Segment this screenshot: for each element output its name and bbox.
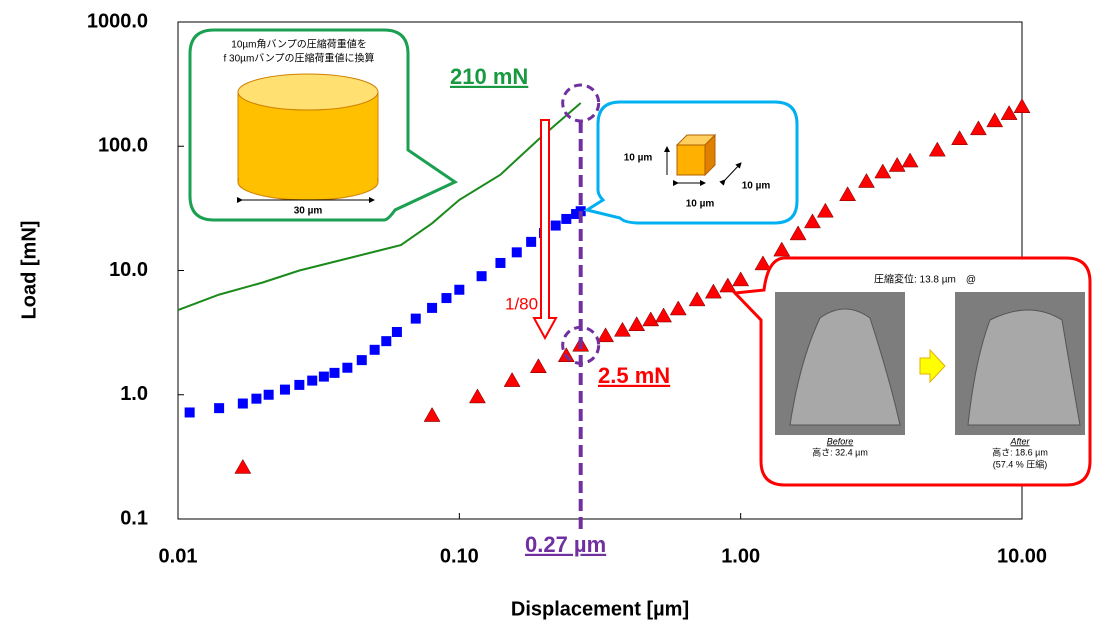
series-line (177, 102, 582, 312)
triangle-marker (839, 186, 857, 202)
x-tick-label: 0.10 (440, 545, 479, 567)
square-marker (369, 344, 380, 355)
triangle-marker (928, 141, 946, 157)
plot: 0.1 1.0 10.0 100.0 1000.0 0.01 0.10 1.00 10.00 (87, 10, 1047, 567)
square-marker (279, 384, 290, 395)
triangle-marker (888, 156, 906, 172)
square-marker (410, 313, 421, 324)
triangle-marker (655, 307, 672, 323)
y-axis-label: Load [mN] (18, 221, 40, 320)
triangle-marker (816, 202, 834, 218)
cube-size: 10 µm (624, 153, 653, 164)
square-marker (454, 284, 465, 295)
triangle-marker (529, 358, 547, 374)
after-label: After (1009, 436, 1030, 446)
triangle-marker (951, 130, 969, 145)
cube-size: 10 µm (742, 181, 771, 192)
bump-callout: 10µm角バンプの圧縮荷重値を f 30µmバンプの圧縮荷重値に換算 30 µm (188, 28, 459, 222)
triangle-marker (901, 152, 919, 168)
square-marker (550, 220, 561, 231)
square-marker (342, 362, 353, 373)
before-label: Before (827, 436, 854, 446)
triangle-marker (874, 163, 892, 179)
triangle-marker (773, 241, 791, 257)
after-ratio: (57.4 % 圧縮) (993, 458, 1048, 469)
triangle-marker (234, 458, 252, 474)
ratio-label: 1/80 (505, 294, 538, 313)
bump-note: 10µm角バンプの圧縮荷重値を (231, 38, 366, 51)
triangle-marker (669, 300, 687, 316)
square-marker (526, 236, 537, 247)
x-tick-label: 10.00 (997, 545, 1047, 567)
triangle-marker (597, 327, 615, 343)
after-height: 高さ: 18.6 µm (992, 446, 1048, 457)
highlight-circle (561, 83, 601, 123)
square-marker (356, 355, 367, 366)
photo-callout: 圧縮変位: 13.8 µm @ Before 高さ: 32.4 µm After… (731, 256, 1092, 487)
triangle-marker (503, 372, 521, 387)
green-value: 210 mN (450, 64, 528, 89)
square-marker (476, 271, 487, 282)
triangle-marker (704, 283, 722, 299)
square-marker (427, 302, 438, 313)
x-axis-label: Displacement [µm] (511, 598, 689, 620)
triangle-marker (688, 291, 706, 307)
triangle-marker (858, 173, 875, 188)
ratio-arrow: 1/80 (505, 119, 558, 341)
cube-callout: 10 µm 10 µm 10 µm (583, 100, 799, 225)
square-marker (237, 398, 248, 409)
triangle-marker (614, 321, 631, 337)
y-tick-label: 0.1 (120, 507, 148, 529)
red-value: 2.5 mN (598, 363, 670, 388)
x-value: 0.27 µm (525, 532, 606, 557)
triangle-marker (469, 388, 486, 404)
y-tick-label: 100.0 (98, 135, 148, 157)
triangle-marker (986, 112, 1004, 128)
triangle-marker (423, 407, 441, 422)
x-tick-label: 1.00 (721, 545, 760, 567)
triangle-marker (732, 271, 750, 287)
square-marker (184, 407, 195, 418)
cube-size: 10 µm (686, 199, 715, 210)
highlight-circle (561, 325, 601, 365)
square-marker (391, 326, 402, 337)
square-marker (329, 367, 340, 378)
y-tick-label: 10.0 (109, 259, 148, 281)
x-tick-label: 0.01 (159, 545, 198, 567)
square-marker (307, 375, 318, 386)
square-marker (263, 389, 274, 400)
square-marker (251, 393, 262, 404)
triangle-marker (628, 316, 646, 331)
triangle-marker (754, 255, 772, 271)
cylinder-width: 30 µm (294, 206, 323, 217)
triangle-marker (969, 120, 987, 136)
y-tick-label: 1.0 (120, 383, 148, 405)
before-height: 高さ: 32.4 µm (812, 446, 868, 457)
triangle-marker (1013, 98, 1031, 113)
triangle-marker (789, 225, 807, 241)
triangle-marker (1000, 105, 1018, 120)
square-marker (381, 336, 392, 347)
y-tick-label: 1000.0 (87, 10, 148, 32)
square-marker (214, 403, 225, 414)
triangle-marker (804, 213, 821, 229)
square-marker (511, 247, 522, 258)
square-marker (441, 293, 452, 304)
square-marker (495, 257, 506, 268)
square-marker (561, 213, 572, 224)
photo-title: 圧縮変位: 13.8 µm @ (874, 273, 976, 286)
bump-note: f 30µmバンプの圧縮荷重値に換算 (224, 52, 375, 65)
square-marker (294, 379, 305, 390)
square-marker (318, 371, 329, 382)
triangle-marker (642, 311, 660, 327)
triangle-marker (719, 277, 737, 293)
